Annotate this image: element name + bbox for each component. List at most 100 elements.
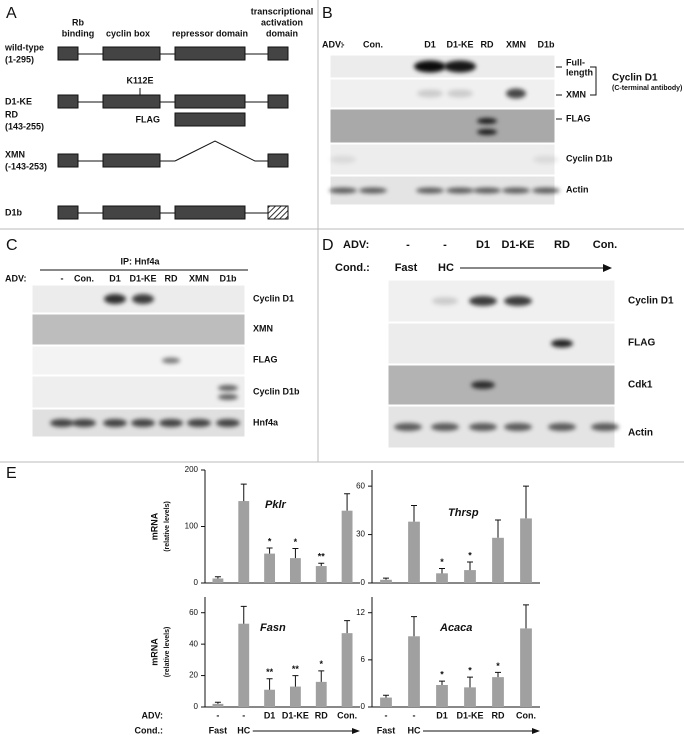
blot-band [504,296,532,306]
lane-label: D1-KE [129,273,156,283]
blot-label: Full- [566,57,585,67]
blot-band [431,423,459,431]
error-bar [467,676,473,688]
y-tick-label: 20 [189,671,198,680]
domain-box [57,153,79,168]
x-tick-label: Con. [337,710,357,720]
lane-label: Con. [593,239,617,251]
error-bar [495,671,501,678]
construct-name: wild-type [4,42,44,52]
bar [341,510,353,583]
x-tick-label: - [242,710,245,720]
blot-band [471,381,495,389]
significance: ** [318,552,326,562]
error-bar [495,519,501,538]
blot-band [50,419,74,427]
blot-strip [387,364,616,406]
significance: * [319,659,323,669]
blot-band [444,60,476,73]
error-bar [439,680,445,685]
y-tick-label: 0 [194,702,199,711]
blot-label: Cyclin D1 [612,73,658,84]
blot-band [473,187,501,194]
significance: * [468,666,472,676]
lane-label: - [342,39,345,49]
blot-band [469,296,497,306]
domain-box [102,153,161,168]
error-bar [411,505,417,522]
lane-label: D1-KE [501,239,534,251]
domain-box [267,205,289,220]
construct-name: D1-KE [5,96,32,106]
blot-band [103,419,127,427]
blot-band [417,89,443,98]
error-bar [318,562,325,567]
error-bar [318,670,325,682]
error-bar [240,483,247,502]
arrowhead [352,728,360,734]
blot-band [218,394,238,400]
blot-band [216,419,240,427]
bar [408,521,420,583]
error-bar [240,605,247,624]
bar [520,518,532,583]
domain-header: transcriptional [251,6,314,16]
lane-label: D1 [109,273,121,283]
blot-strip [329,143,556,176]
blot-band [533,155,559,164]
x-tick-label: - [385,710,388,720]
bar [436,685,448,707]
blot-label: length [566,67,593,77]
x-tick-label: - [216,710,219,720]
blot-strip [387,405,616,449]
y-tick-label: 200 [185,465,199,474]
domain-header: Rb [72,17,84,27]
blot-band [477,118,497,124]
bar [492,677,504,707]
domain-box [174,94,246,109]
blot-label: Actin [628,428,653,439]
cond-label: Cond.: [335,262,370,274]
significance: ** [266,667,274,677]
error-bar [344,493,351,511]
construct-name: XMN [5,149,25,159]
blot-band [131,419,155,427]
blot-strip [329,108,556,144]
domain-header: repressor domain [172,28,248,38]
significance: * [440,557,444,567]
x-tick-label: RD [315,710,328,720]
error-bar [214,576,221,579]
blot-band [162,357,180,364]
error-bar [439,567,445,574]
y-tick-label: 12 [356,608,365,617]
blot-band [132,294,154,304]
blot-band [359,187,387,194]
domain-box [174,205,246,220]
panel-letter: A [6,5,17,22]
blot-strip [387,322,616,365]
lane-label: Con. [74,273,94,283]
y-tick-label: 0 [361,578,366,587]
x-tick-label: D1-KE [456,710,483,720]
domain-box [102,205,161,220]
significance: * [468,550,472,560]
significance: * [294,537,298,547]
bar [492,537,504,583]
construct-name: D1b [5,207,23,217]
blot-label: Cyclin D1 [253,293,294,303]
mutation-label: K112E [126,75,153,85]
blot-label: Cyclin D1b [566,153,613,163]
lane-label: RD [481,39,494,49]
bar [238,623,250,707]
lane-label: D1 [476,239,490,251]
domain-box [267,94,289,109]
blot-band [504,423,532,431]
y-tick-label: 40 [189,639,198,648]
y-tick-label: 60 [356,481,365,490]
cond: HC [438,262,454,274]
blot-strip [31,345,246,376]
domain-box [174,46,246,61]
x-tick-label: D1 [264,710,276,720]
y-tick-label: 6 [361,655,366,664]
